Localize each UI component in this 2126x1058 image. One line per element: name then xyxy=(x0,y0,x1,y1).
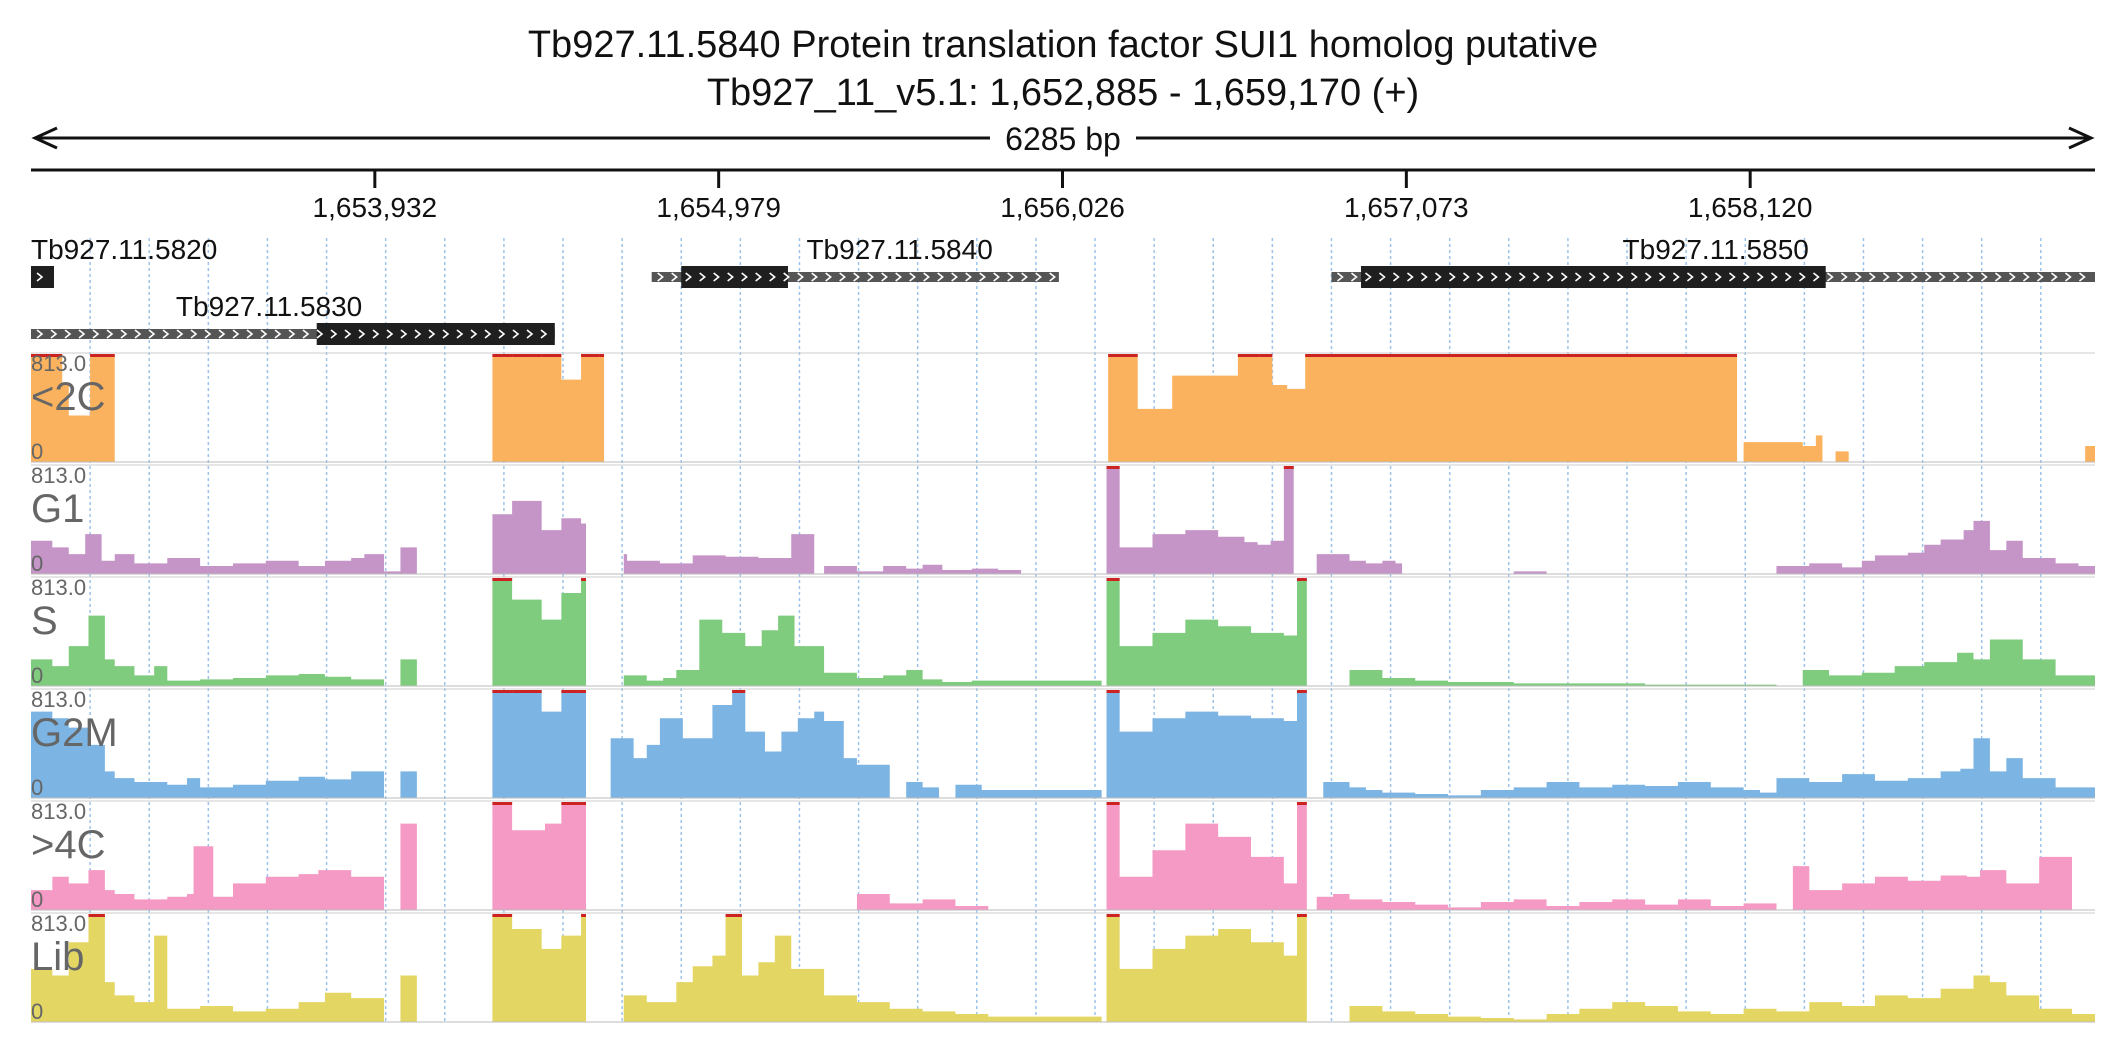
x-tick-label: 1,658,120 xyxy=(1688,192,1813,223)
track-ymax-label: 813.0 xyxy=(31,351,86,376)
clip-marker xyxy=(88,914,105,917)
track-name-label: Lib xyxy=(31,935,84,979)
coverage-area-1 xyxy=(31,466,2095,574)
track-name-label: G2M xyxy=(31,711,118,755)
clip-marker xyxy=(541,354,562,357)
clip-marker xyxy=(1259,354,1273,357)
clip-marker xyxy=(528,690,542,693)
track-name-label: >4C xyxy=(31,823,106,867)
clip-marker xyxy=(561,802,582,805)
clip-marker xyxy=(725,914,742,917)
clip-marker xyxy=(581,914,586,917)
span-label: 6285 bp xyxy=(1005,121,1121,157)
clip-marker xyxy=(581,578,586,581)
clip-marker xyxy=(581,802,586,805)
track-ymax-label: 813.0 xyxy=(31,575,86,600)
track-ymax-label: 813.0 xyxy=(31,687,86,712)
clip-marker xyxy=(1296,690,1307,693)
clip-marker xyxy=(1283,466,1294,469)
span-label-bg xyxy=(990,121,1136,155)
span-arrow-left-icon xyxy=(31,126,58,150)
clip-marker xyxy=(1237,354,1260,357)
chart-subtitle: Tb927_11_v5.1: 1,652,885 - 1,659,170 (+) xyxy=(706,72,1420,114)
track-name-label: G1 xyxy=(31,487,84,531)
clip-marker xyxy=(512,690,529,693)
clip-marker xyxy=(1106,914,1120,917)
gene-Tb927-11-5850-label: Tb927.11.5850 xyxy=(1623,234,1809,265)
clip-marker xyxy=(585,354,600,357)
track-name-label: S xyxy=(31,599,58,643)
track-ymin-label: 0 xyxy=(31,887,43,912)
clip-marker xyxy=(492,354,513,357)
gene-Tb927-11-5830-label: Tb927.11.5830 xyxy=(176,291,362,322)
gene-Tb927-11-5830-cds xyxy=(316,323,555,345)
gene-Tb927-11-5840-label: Tb927.11.5840 xyxy=(806,234,992,265)
track-ymin-label: 0 xyxy=(31,439,43,464)
x-tick-label: 1,654,979 xyxy=(656,192,781,223)
clip-marker xyxy=(1296,578,1307,581)
gene-Tb927-11-5830-strand-icon xyxy=(36,329,548,339)
clip-marker xyxy=(31,354,63,357)
clip-marker xyxy=(1106,802,1120,805)
clip-marker xyxy=(1106,578,1120,581)
track-ymin-label: 0 xyxy=(31,775,43,800)
track-ymax-label: 813.0 xyxy=(31,463,86,488)
clip-marker xyxy=(492,578,513,581)
track-ymin-label: 0 xyxy=(31,663,43,688)
clip-marker xyxy=(599,354,605,357)
coverage-area-4 xyxy=(31,802,2095,910)
chart-title: Tb927.11.5840 Protein translation factor… xyxy=(527,24,1599,66)
gene-Tb927-11-5820-label: Tb927.11.5820 xyxy=(31,234,217,265)
clip-marker xyxy=(492,690,513,693)
clip-marker xyxy=(1108,354,1138,357)
x-tick-label: 1,656,026 xyxy=(1000,192,1125,223)
x-tick-label: 1,653,932 xyxy=(313,192,438,223)
clip-marker xyxy=(492,802,513,805)
clip-marker xyxy=(1296,802,1307,805)
clip-marker xyxy=(581,354,586,357)
track-ymin-label: 0 xyxy=(31,999,43,1024)
gene-Tb927-11-5840-utr xyxy=(651,272,1059,282)
clip-marker xyxy=(561,690,582,693)
coverage-area-2 xyxy=(31,578,2095,686)
span-arrow-right-icon xyxy=(2068,126,2095,150)
clip-marker xyxy=(1106,466,1120,469)
coverage-area-0 xyxy=(31,354,2095,462)
track-ymax-label: 813.0 xyxy=(31,911,86,936)
clip-marker xyxy=(581,690,586,693)
clip-marker xyxy=(1106,690,1120,693)
clip-marker xyxy=(528,354,542,357)
gene-Tb927-11-5850-strand-icon xyxy=(1336,272,2086,282)
gene-Tb927-11-5840-strand-icon xyxy=(657,272,1056,282)
track-name-label: <2C xyxy=(31,375,106,419)
clip-marker xyxy=(732,690,746,693)
track-ymin-label: 0 xyxy=(31,551,43,576)
coverage-area-3 xyxy=(31,690,2095,798)
coverage-area-5 xyxy=(31,914,2095,1022)
gene-Tb927-11-5820-strand-icon xyxy=(36,272,44,282)
x-tick-label: 1,657,073 xyxy=(1344,192,1469,223)
clip-marker xyxy=(1305,354,1738,357)
clip-marker xyxy=(90,354,115,357)
track-ymax-label: 813.0 xyxy=(31,799,86,824)
clip-marker xyxy=(512,354,529,357)
gene-Tb927-11-5840-cds xyxy=(681,266,788,288)
clip-marker xyxy=(492,914,513,917)
clip-marker xyxy=(1296,914,1307,917)
